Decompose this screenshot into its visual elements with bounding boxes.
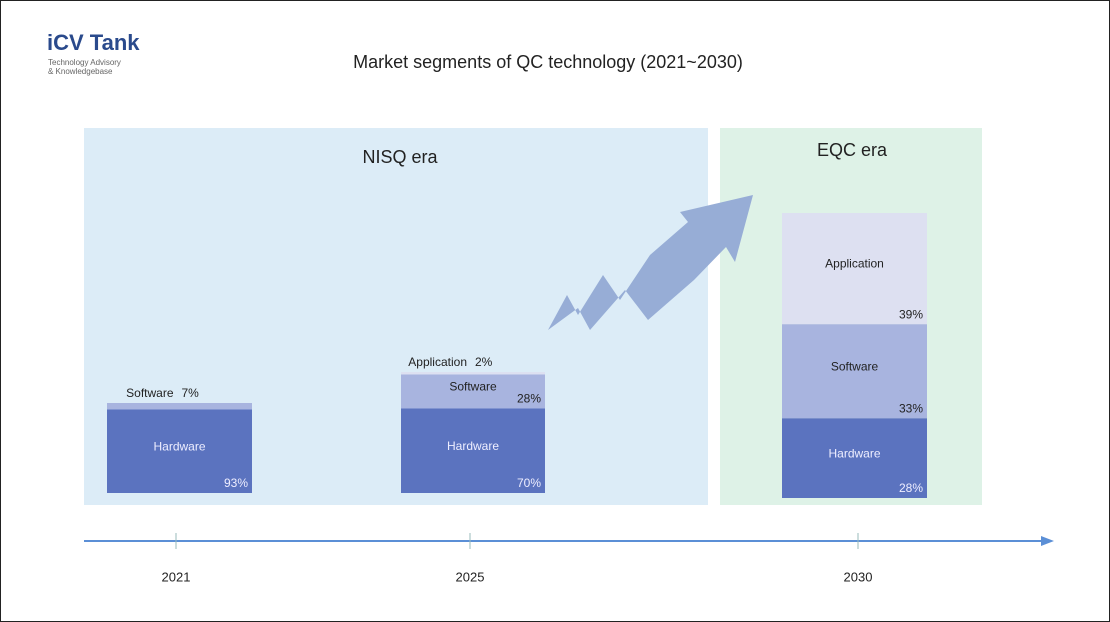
value-label: 93% [224,476,248,490]
value-label: 28% [899,481,923,495]
value-label: 28% [517,391,541,405]
bar-segment [107,403,252,410]
segment-name: Application [825,257,884,271]
bar-segment [401,372,545,375]
era-label: NISQ era [362,147,438,167]
value-label: 39% [899,307,923,321]
segment-name: Software [449,380,497,394]
brand-tagline: Technology Advisory [48,58,121,67]
segment-name: Software [831,359,879,373]
segment-name: Hardware [153,439,205,453]
segment-name: Hardware [447,439,499,453]
segment-name: Hardware [828,446,880,460]
x-tick-label: 2030 [844,569,873,584]
value-label: 70% [517,476,541,490]
bar-segment [782,324,927,419]
bar-segment [782,213,927,325]
bar-segment [401,408,545,493]
era-label: EQC era [817,140,888,160]
x-tick-label: 2021 [162,569,191,584]
brand-tagline: & Knowledgebase [48,67,113,76]
value-label: 33% [899,401,923,415]
chart-title: Market segments of QC technology (2021~2… [353,52,743,72]
segment-name: Software [126,386,174,400]
bar-segment [782,418,927,498]
x-tick-label: 2025 [456,569,485,584]
timeline-head [1041,536,1054,546]
value-label: 2% [475,355,493,369]
brand-name: iCV Tank [47,30,140,55]
bar-segment [401,374,545,409]
growth-arrow [548,195,753,330]
segment-name: Application [408,355,467,369]
bar-segment [107,409,252,493]
value-label: 7% [182,386,200,400]
